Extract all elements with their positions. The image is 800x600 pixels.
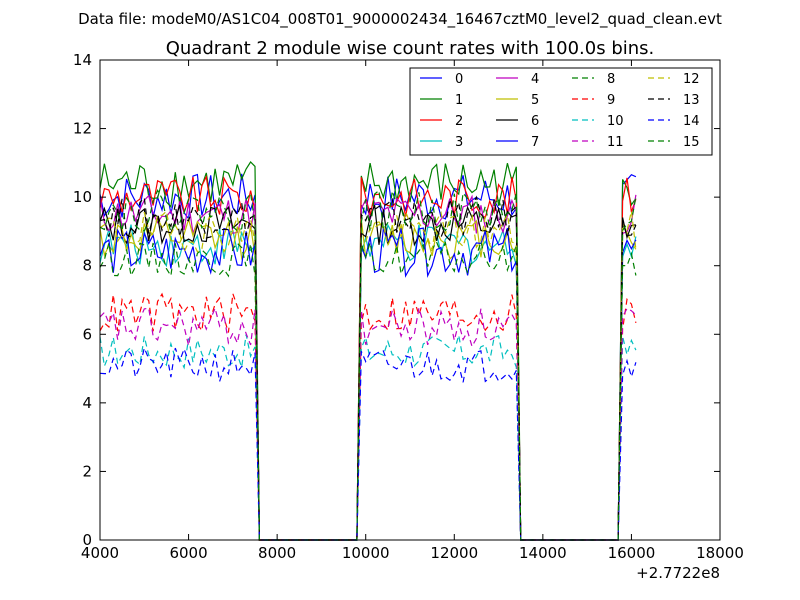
legend-label-2: 2 <box>455 114 463 129</box>
legend-label-13: 13 <box>683 93 700 108</box>
y-tick-label: 2 <box>82 462 92 480</box>
x-tick-label: 6000 <box>169 544 207 562</box>
x-tick-label: 10000 <box>342 544 390 562</box>
series-line-1 <box>99 161 637 541</box>
x-tick-label: 14000 <box>519 544 567 562</box>
y-tick-label: 14 <box>73 51 92 69</box>
legend-label-4: 4 <box>531 72 539 87</box>
series-line-3 <box>99 223 637 541</box>
series-line-10 <box>99 334 637 541</box>
series-line-12 <box>99 209 637 541</box>
chart-title: Quadrant 2 module wise count rates with … <box>166 38 655 59</box>
series-line-0 <box>99 173 637 541</box>
series-line-8 <box>99 239 637 541</box>
legend-label-10: 10 <box>607 114 624 129</box>
series-line-2 <box>99 174 637 541</box>
legend-label-1: 1 <box>455 93 463 108</box>
y-tick-label: 8 <box>82 257 92 275</box>
legend-label-5: 5 <box>531 93 539 108</box>
series-lines <box>99 161 637 541</box>
series-line-5 <box>99 216 637 541</box>
x-tick-label: 4000 <box>81 544 119 562</box>
legend-label-3: 3 <box>455 135 463 150</box>
series-line-11 <box>99 306 637 541</box>
series-line-9 <box>99 292 637 541</box>
legend-label-0: 0 <box>455 72 463 87</box>
y-tick-label: 4 <box>82 394 92 412</box>
series-line-7 <box>99 227 637 541</box>
axis-ticks: 4000 6000 8000 10000 12000 14000 16000 18000 0 2 4… <box>73 51 744 562</box>
x-offset-label: +2.7722e8 <box>636 564 720 582</box>
series-line-15 <box>99 189 637 541</box>
legend-label-9: 9 <box>607 93 615 108</box>
legend-label-6: 6 <box>531 114 539 129</box>
legend-label-12: 12 <box>683 72 700 87</box>
y-tick-label: 10 <box>73 188 92 206</box>
y-tick-label: 6 <box>82 325 92 343</box>
x-tick-label: 16000 <box>608 544 656 562</box>
x-tick-label: 12000 <box>430 544 478 562</box>
series-line-14 <box>99 346 637 541</box>
legend-label-7: 7 <box>531 135 539 150</box>
legend-label-8: 8 <box>607 72 615 87</box>
legend-label-15: 15 <box>683 135 700 150</box>
legend-label-11: 11 <box>607 135 624 150</box>
plot-frame <box>99 59 721 541</box>
series-line-6 <box>99 204 636 541</box>
legend-label-14: 14 <box>683 114 700 129</box>
x-tick-label: 8000 <box>258 544 296 562</box>
y-tick-label: 12 <box>73 120 92 138</box>
y-tick-label: 0 <box>82 531 92 549</box>
x-tick-label: 18000 <box>696 544 744 562</box>
figure-suptitle: Data file: modeM0/AS1C04_008T01_90000024… <box>78 10 722 29</box>
